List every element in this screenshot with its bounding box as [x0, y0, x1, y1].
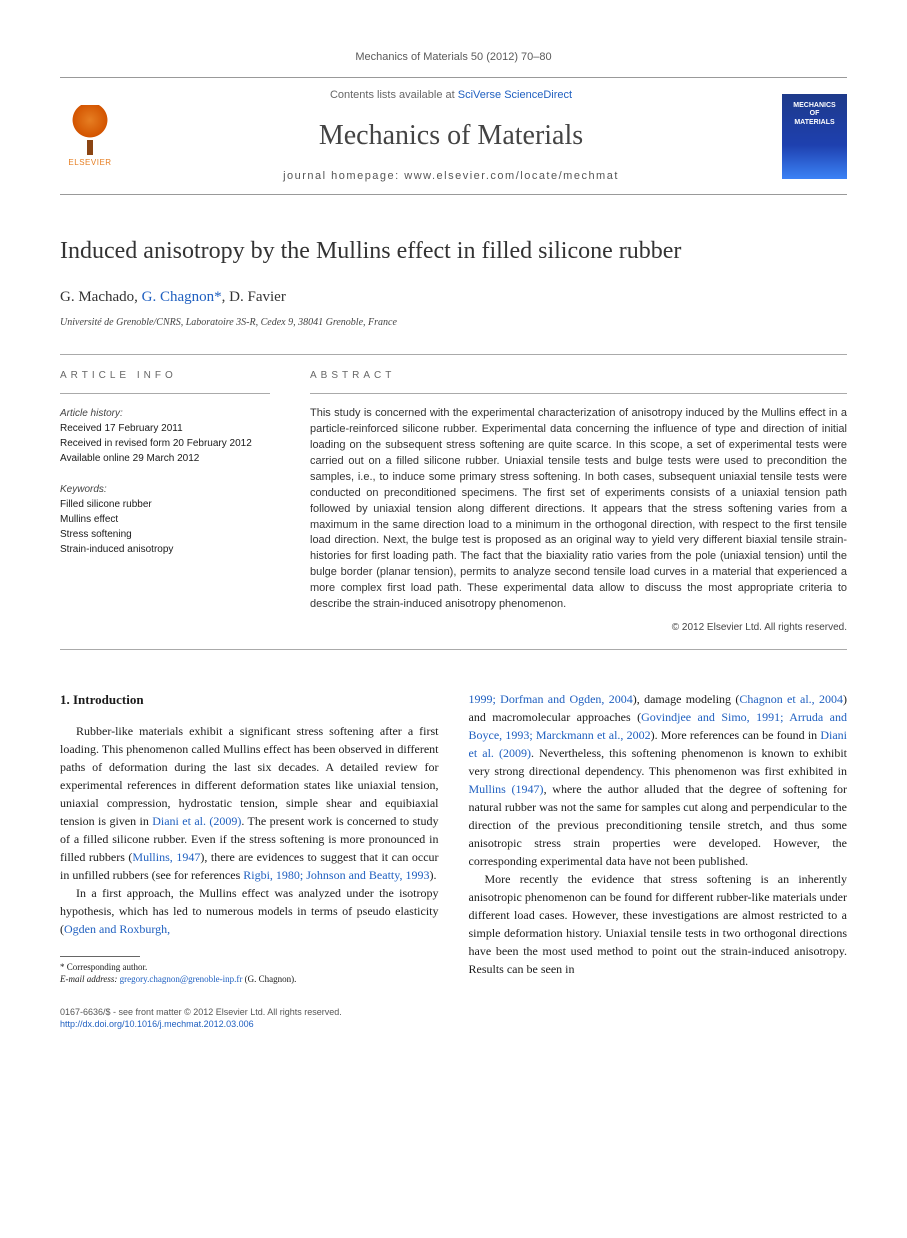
ref-chagnon-2004[interactable]: Chagnon et al., 2004 — [739, 692, 843, 706]
body-columns: 1. Introduction Rubber-like materials ex… — [60, 690, 847, 986]
keywords-block: Keywords: Filled silicone rubber Mullins… — [60, 482, 270, 557]
keyword-1: Filled silicone rubber — [60, 497, 270, 512]
homepage-url: www.elsevier.com/locate/mechmat — [404, 170, 619, 182]
ref-rigbi-johnson[interactable]: Rigbi, 1980; Johnson and Beatty, 1993 — [243, 868, 429, 882]
keywords-label: Keywords: — [60, 482, 270, 497]
cover-title-line1: MECHANICS — [793, 102, 835, 110]
cover-title-line2: OF — [810, 110, 820, 118]
article-title: Induced anisotropy by the Mullins effect… — [60, 235, 847, 269]
masthead: ELSEVIER Contents lists available at Sci… — [60, 77, 847, 195]
ref-mullins-1947-b[interactable]: Mullins (1947) — [469, 782, 544, 796]
article-info-label: ARTICLE INFO — [60, 369, 270, 394]
body-column-left: 1. Introduction Rubber-like materials ex… — [60, 690, 439, 986]
ref-diani-2009[interactable]: Diani et al. (2009) — [152, 814, 241, 828]
sciencedirect-link[interactable]: SciVerse ScienceDirect — [458, 89, 572, 101]
col2-paragraph-1: 1999; Dorfman and Ogden, 2004), damage m… — [469, 690, 848, 870]
meta-abstract-block: ARTICLE INFO Article history: Received 1… — [60, 354, 847, 650]
abstract-label: ABSTRACT — [310, 369, 847, 394]
body-column-right: 1999; Dorfman and Ogden, 2004), damage m… — [469, 690, 848, 986]
keyword-2: Mullins effect — [60, 512, 270, 527]
intro-heading: 1. Introduction — [60, 690, 439, 710]
article-history: Article history: Received 17 February 20… — [60, 406, 270, 466]
elsevier-logo: ELSEVIER — [60, 101, 120, 171]
email-label: E-mail address: — [60, 974, 120, 984]
corresponding-marker[interactable]: * — [214, 289, 222, 305]
history-online: Available online 29 March 2012 — [60, 451, 270, 466]
journal-citation: Mechanics of Materials 50 (2012) 70–80 — [60, 50, 847, 65]
journal-cover-thumb: MECHANICS OF MATERIALS — [782, 94, 847, 179]
affiliation: Université de Grenoble/CNRS, Laboratoire… — [60, 316, 847, 330]
author-1: G. Machado, — [60, 289, 142, 305]
ref-1999-dorfman[interactable]: 1999; Dorfman and Ogden, 2004 — [469, 692, 633, 706]
c2p1-a: ), damage modeling ( — [633, 692, 740, 706]
corresponding-footnote: * Corresponding author. E-mail address: … — [60, 961, 439, 986]
email-tail: (G. Chagnon). — [242, 974, 296, 984]
masthead-center: Contents lists available at SciVerse Sci… — [135, 88, 767, 184]
intro-paragraph-2: In a first approach, the Mullins effect … — [60, 884, 439, 938]
col2-paragraph-2: More recently the evidence that stress s… — [469, 870, 848, 978]
intro-paragraph-1: Rubber-like materials exhibit a signific… — [60, 722, 439, 884]
history-received: Received 17 February 2011 — [60, 421, 270, 436]
ref-ogden-roxburgh[interactable]: Ogden and Roxburgh, — [64, 922, 170, 936]
email-link[interactable]: gregory.chagnon@grenoble-inp.fr — [120, 974, 243, 984]
corresponding-label: * Corresponding author. — [60, 961, 439, 974]
email-line: E-mail address: gregory.chagnon@grenoble… — [60, 973, 439, 986]
p1-text-d: ). — [429, 868, 436, 882]
bottom-info: 0167-6636/$ - see front matter © 2012 El… — [60, 1006, 847, 1031]
abstract-text: This study is concerned with the experim… — [310, 406, 847, 613]
elsevier-tree-icon — [65, 105, 115, 155]
homepage-prefix: journal homepage: — [283, 170, 404, 182]
author-corresponding[interactable]: G. Chagnon — [142, 289, 215, 305]
p1-text-a: Rubber-like materials exhibit a signific… — [60, 724, 439, 828]
keyword-4: Strain-induced anisotropy — [60, 542, 270, 557]
author-3: , D. Favier — [222, 289, 286, 305]
authors-line: G. Machado, G. Chagnon*, D. Favier — [60, 287, 847, 308]
issn-line: 0167-6636/$ - see front matter © 2012 El… — [60, 1006, 847, 1019]
article-info-column: ARTICLE INFO Article history: Received 1… — [60, 355, 280, 649]
footnote-rule — [60, 956, 140, 957]
journal-title: Mechanics of Materials — [135, 116, 767, 155]
abstract-column: ABSTRACT This study is concerned with th… — [310, 355, 847, 649]
doi-link[interactable]: http://dx.doi.org/10.1016/j.mechmat.2012… — [60, 1019, 254, 1029]
keyword-3: Stress softening — [60, 527, 270, 542]
contents-prefix: Contents lists available at — [330, 89, 458, 101]
homepage-line: journal homepage: www.elsevier.com/locat… — [135, 169, 767, 184]
contents-line: Contents lists available at SciVerse Sci… — [135, 88, 767, 103]
elsevier-label: ELSEVIER — [68, 157, 111, 168]
ref-mullins-1947[interactable]: Mullins, 1947 — [132, 850, 200, 864]
c2p1-c: ). More references can be found in — [651, 728, 821, 742]
abstract-copyright: © 2012 Elsevier Ltd. All rights reserved… — [310, 621, 847, 635]
history-label: Article history: — [60, 406, 270, 421]
cover-title-line3: MATERIALS — [794, 119, 834, 127]
history-revised: Received in revised form 20 February 201… — [60, 436, 270, 451]
